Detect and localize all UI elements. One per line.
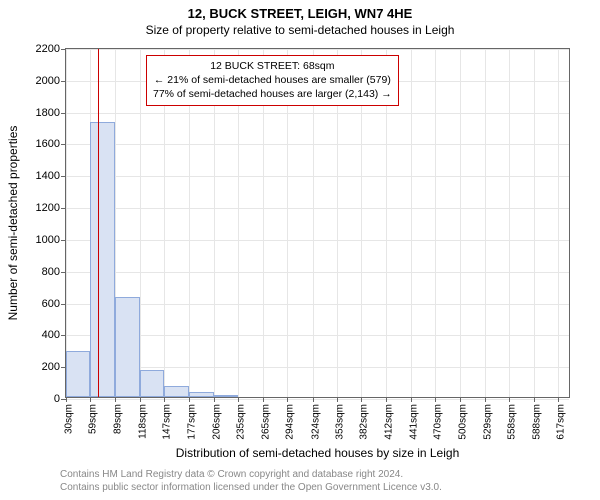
x-tick <box>460 397 461 402</box>
x-tick <box>534 397 535 402</box>
grid-line-v <box>509 49 510 397</box>
chart-container: 0200400600800100012001400160018002000220… <box>0 0 600 460</box>
x-tick-label: 30sqm <box>58 404 75 434</box>
grid-line-h <box>66 304 569 305</box>
x-tick-label: 441sqm <box>402 404 419 440</box>
histogram-bar <box>66 351 90 397</box>
x-tick-label: 588sqm <box>526 404 543 440</box>
annotation-box: 12 BUCK STREET: 68sqm ← 21% of semi-deta… <box>146 55 399 106</box>
x-tick <box>90 397 91 402</box>
grid-line-v <box>140 49 141 397</box>
x-tick <box>263 397 264 402</box>
grid-line-v <box>534 49 535 397</box>
x-tick-label: 382sqm <box>353 404 370 440</box>
x-tick-label: 177sqm <box>181 404 198 440</box>
grid-line-h <box>66 272 569 273</box>
histogram-bar <box>164 386 189 397</box>
y-tick-label: 200 <box>42 361 66 373</box>
x-tick-label: 294sqm <box>279 404 296 440</box>
grid-line-h <box>66 367 569 368</box>
grid-line-v <box>411 49 412 397</box>
y-tick-label: 600 <box>42 298 66 310</box>
y-tick-label: 1200 <box>36 202 66 214</box>
x-tick <box>435 397 436 402</box>
grid-line-h <box>66 399 569 400</box>
x-tick-label: 265sqm <box>255 404 272 440</box>
x-tick <box>189 397 190 402</box>
grid-line-h <box>66 144 569 145</box>
x-tick-label: 89sqm <box>107 404 124 434</box>
x-tick <box>313 397 314 402</box>
x-tick <box>238 397 239 402</box>
x-tick <box>140 397 141 402</box>
x-tick-label: 324sqm <box>304 404 321 440</box>
grid-line-h <box>66 113 569 114</box>
x-tick-label: 147sqm <box>156 404 173 440</box>
x-tick <box>485 397 486 402</box>
x-tick-label: 617sqm <box>550 404 567 440</box>
y-tick-label: 1400 <box>36 170 66 182</box>
y-tick-label: 2200 <box>36 43 66 55</box>
y-axis-label: Number of semi-detached properties <box>6 126 20 321</box>
histogram-bar <box>140 370 164 397</box>
y-tick-label: 400 <box>42 329 66 341</box>
y-tick-label: 1800 <box>36 107 66 119</box>
x-tick <box>214 397 215 402</box>
grid-line-v <box>66 49 67 397</box>
annotation-line-3: 77% of semi-detached houses are larger (… <box>153 87 392 101</box>
x-tick-label: 412sqm <box>378 404 395 440</box>
y-tick-label: 1600 <box>36 138 66 150</box>
x-tick-label: 529sqm <box>476 404 493 440</box>
x-tick <box>337 397 338 402</box>
x-tick-label: 558sqm <box>500 404 517 440</box>
annotation-line-1: 12 BUCK STREET: 68sqm <box>153 59 392 73</box>
grid-line-h <box>66 240 569 241</box>
histogram-bar <box>115 297 139 397</box>
footer-attribution: Contains HM Land Registry data © Crown c… <box>60 468 442 494</box>
grid-line-v <box>460 49 461 397</box>
x-tick-label: 59sqm <box>82 404 99 434</box>
x-tick <box>66 397 67 402</box>
x-tick-label: 118sqm <box>131 404 148 439</box>
y-tick-label: 800 <box>42 266 66 278</box>
x-tick-label: 353sqm <box>328 404 345 440</box>
grid-line-v <box>435 49 436 397</box>
x-tick <box>509 397 510 402</box>
y-tick-label: 1000 <box>36 234 66 246</box>
grid-line-h <box>66 335 569 336</box>
plot-area: 0200400600800100012001400160018002000220… <box>65 48 570 398</box>
x-tick <box>164 397 165 402</box>
x-axis-label: Distribution of semi-detached houses by … <box>65 446 570 460</box>
x-tick <box>558 397 559 402</box>
annotation-line-2: ← 21% of semi-detached houses are smalle… <box>153 73 392 87</box>
x-tick <box>287 397 288 402</box>
x-tick-label: 206sqm <box>205 404 222 440</box>
property-marker-line <box>98 49 100 397</box>
grid-line-v <box>485 49 486 397</box>
x-tick <box>386 397 387 402</box>
histogram-bar <box>189 392 213 397</box>
x-tick <box>361 397 362 402</box>
histogram-bar <box>90 122 115 397</box>
x-tick-label: 235sqm <box>229 404 246 440</box>
grid-line-h <box>66 176 569 177</box>
footer-line-1: Contains HM Land Registry data © Crown c… <box>60 468 442 481</box>
grid-line-h <box>66 49 569 50</box>
y-tick-label: 2000 <box>36 75 66 87</box>
x-tick-label: 470sqm <box>427 404 444 440</box>
footer-line-2: Contains public sector information licen… <box>60 481 442 494</box>
x-tick <box>115 397 116 402</box>
x-tick-label: 500sqm <box>452 404 469 440</box>
histogram-bar <box>214 395 238 397</box>
grid-line-h <box>66 208 569 209</box>
grid-line-v <box>558 49 559 397</box>
x-tick <box>411 397 412 402</box>
